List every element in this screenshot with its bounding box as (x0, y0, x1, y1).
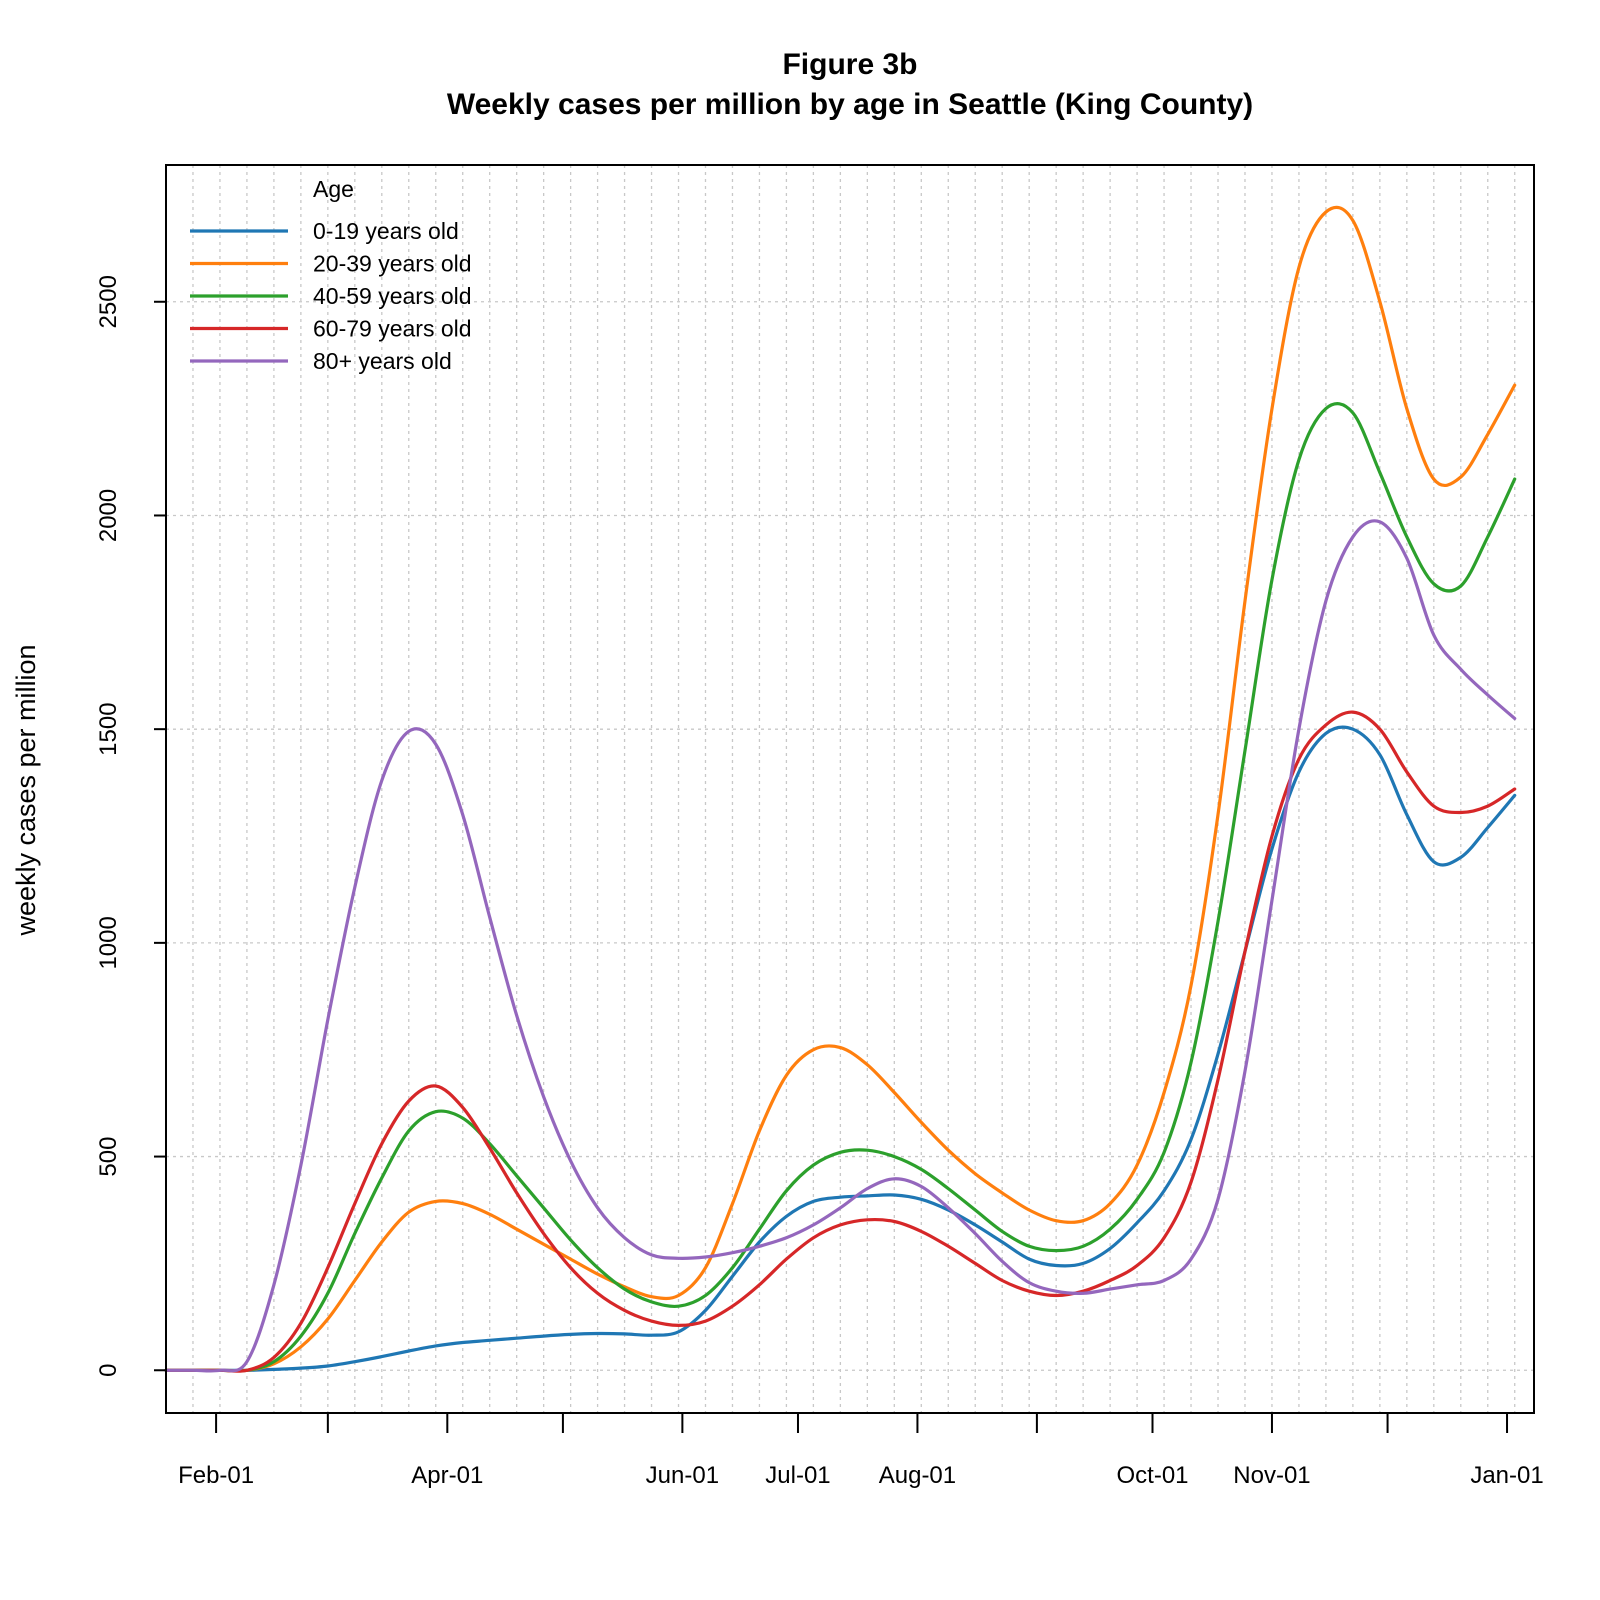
y-tick-label: 2500 (95, 275, 122, 328)
series-lines (164, 205, 1517, 1373)
y-tick-label: 1500 (95, 702, 122, 755)
series-line-20-39-years-old (164, 205, 1517, 1373)
series-line-40-59-years-old (164, 402, 1517, 1373)
legend-title: Age (313, 176, 354, 202)
x-tick-label: Jun-01 (646, 1462, 719, 1489)
legend-item-label: 0-19 years old (313, 218, 459, 244)
x-tick-label: Feb-01 (178, 1462, 254, 1489)
y-axis: 0 500 1000 1500 2000 2500 (95, 275, 166, 1377)
x-tick-label: Jan-01 (1470, 1462, 1543, 1489)
plot-frame (165, 164, 1535, 1414)
legend-item-label: 20-39 years old (313, 251, 472, 277)
legend: Age 0-19 years old 20-39 years old 40-59 y… (190, 176, 472, 374)
y-tick-label: 0 (95, 1364, 122, 1377)
legend-item-label: 60-79 years old (313, 316, 472, 342)
y-tick-label: 1000 (95, 916, 122, 969)
legend-item-label: 80+ years old (313, 348, 452, 374)
series-line-80-years-old (164, 519, 1517, 1373)
series-line-60-79-years-old (164, 710, 1517, 1373)
x-tick-label: Apr-01 (411, 1462, 483, 1489)
x-tick-label: Oct-01 (1116, 1462, 1188, 1489)
chart-title: Figure 3b (782, 48, 917, 81)
x-tick-label: Aug-01 (879, 1462, 956, 1489)
y-tick-label: 500 (95, 1137, 122, 1177)
x-axis: Feb-01 Apr-01 Jun-01 Jul-01 Aug-01 Oct-01 Nov-… (178, 1413, 1544, 1489)
legend-item-label: 40-59 years old (313, 283, 472, 309)
y-axis-label: weekly cases per million (11, 644, 41, 936)
x-tick-label: Nov-01 (1233, 1462, 1310, 1489)
chart-subtitle: Weekly cases per million by age in Seatt… (447, 88, 1253, 121)
y-tick-label: 2000 (95, 489, 122, 542)
x-tick-label: Jul-01 (765, 1462, 830, 1489)
